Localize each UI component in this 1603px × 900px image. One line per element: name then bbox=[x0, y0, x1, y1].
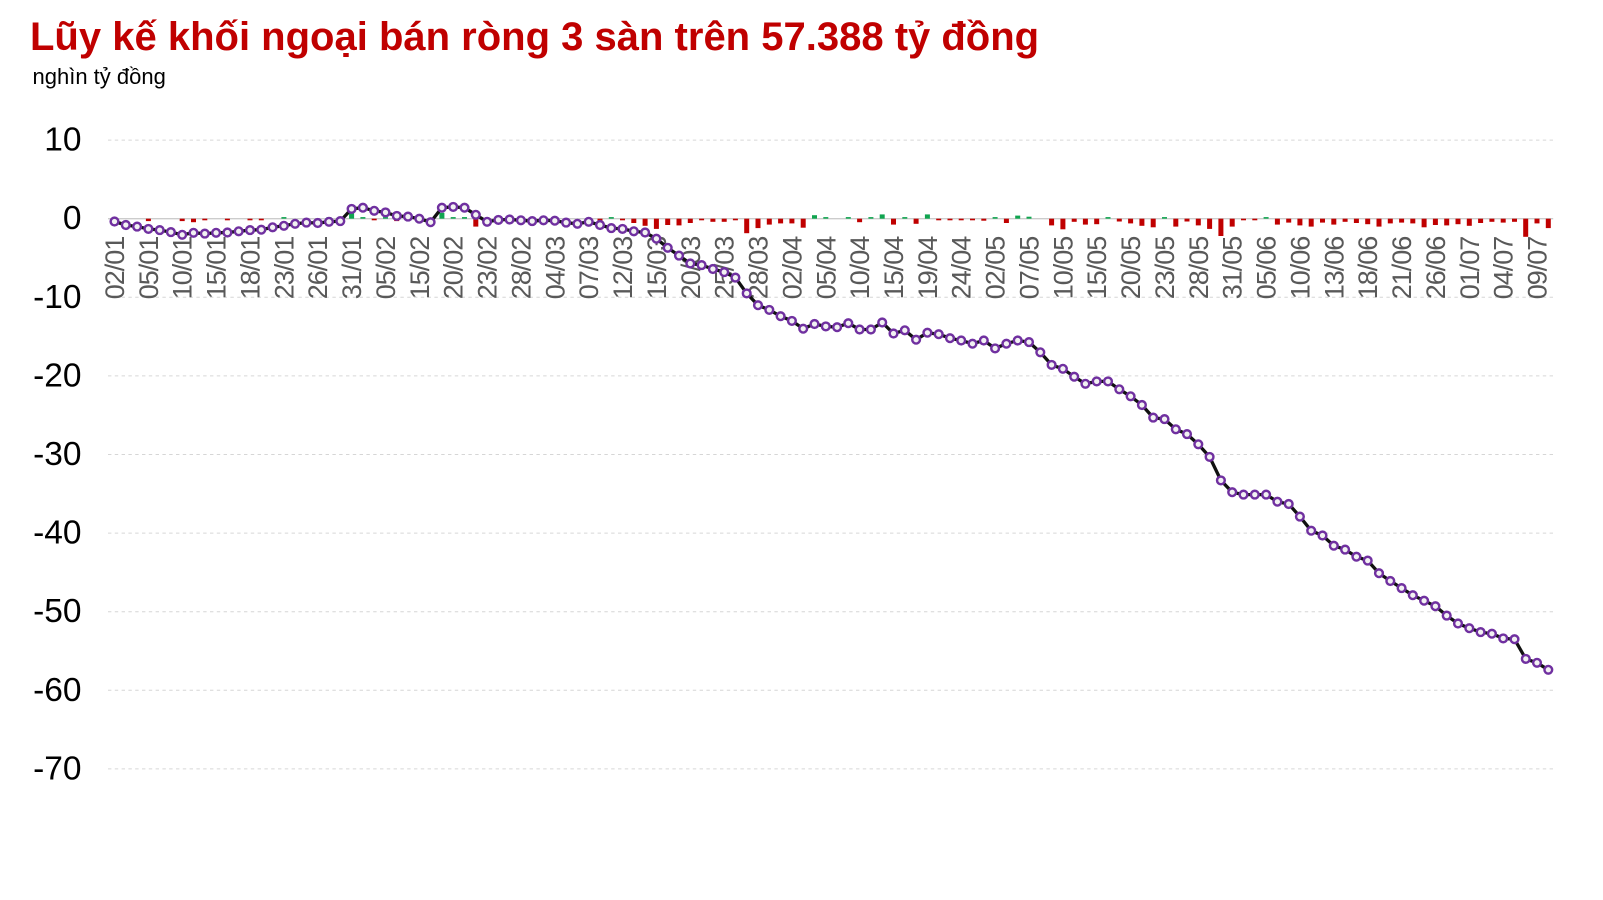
svg-text:0: 0 bbox=[63, 200, 82, 237]
svg-text:09/07: 09/07 bbox=[1523, 237, 1553, 300]
svg-text:10/01: 10/01 bbox=[168, 237, 198, 300]
svg-text:10/04: 10/04 bbox=[845, 236, 875, 300]
svg-text:20/02: 20/02 bbox=[439, 237, 469, 300]
svg-text:15/01: 15/01 bbox=[202, 237, 232, 300]
svg-text:nghìn tỷ đồng: nghìn tỷ đồng bbox=[33, 64, 166, 89]
svg-text:24/04: 24/04 bbox=[947, 236, 977, 300]
svg-text:18/01: 18/01 bbox=[236, 237, 266, 300]
svg-text:02/01: 02/01 bbox=[100, 237, 130, 300]
svg-text:15/02: 15/02 bbox=[405, 237, 435, 300]
svg-text:04/03: 04/03 bbox=[540, 237, 570, 300]
svg-text:02/04: 02/04 bbox=[777, 236, 807, 300]
svg-text:05/04: 05/04 bbox=[811, 236, 841, 300]
svg-text:26/06: 26/06 bbox=[1421, 237, 1451, 300]
svg-text:07/05: 07/05 bbox=[1015, 237, 1045, 300]
svg-text:10/05: 10/05 bbox=[1048, 237, 1078, 300]
svg-text:05/01: 05/01 bbox=[134, 237, 164, 300]
svg-text:Lũy kế khối ngoại bán ròng 3 s: Lũy kế khối ngoại bán ròng 3 sàn trên 57… bbox=[30, 15, 1039, 59]
svg-text:-40: -40 bbox=[33, 515, 81, 552]
svg-text:23/02: 23/02 bbox=[473, 237, 503, 300]
svg-text:05/02: 05/02 bbox=[371, 237, 401, 300]
svg-text:31/05: 31/05 bbox=[1218, 237, 1248, 300]
svg-text:05/06: 05/06 bbox=[1252, 237, 1282, 300]
svg-text:-70: -70 bbox=[33, 750, 81, 787]
svg-text:20/05: 20/05 bbox=[1116, 237, 1146, 300]
svg-text:10: 10 bbox=[44, 122, 81, 159]
svg-text:19/04: 19/04 bbox=[913, 236, 943, 300]
svg-text:-10: -10 bbox=[33, 279, 81, 316]
svg-text:-60: -60 bbox=[33, 672, 81, 709]
svg-text:04/07: 04/07 bbox=[1489, 237, 1519, 300]
svg-text:01/07: 01/07 bbox=[1455, 237, 1485, 300]
svg-text:07/03: 07/03 bbox=[574, 237, 604, 300]
svg-text:12/03: 12/03 bbox=[608, 237, 638, 300]
svg-text:15/04: 15/04 bbox=[879, 236, 909, 300]
svg-text:-20: -20 bbox=[33, 357, 81, 394]
svg-text:18/06: 18/06 bbox=[1353, 237, 1383, 300]
svg-text:28/02: 28/02 bbox=[506, 237, 536, 300]
svg-text:23/01: 23/01 bbox=[269, 237, 299, 300]
svg-text:13/06: 13/06 bbox=[1319, 237, 1349, 300]
svg-text:02/05: 02/05 bbox=[981, 237, 1011, 300]
svg-text:21/06: 21/06 bbox=[1387, 237, 1417, 300]
svg-text:31/01: 31/01 bbox=[337, 237, 367, 300]
svg-text:-30: -30 bbox=[33, 436, 81, 473]
svg-text:10/06: 10/06 bbox=[1285, 237, 1315, 300]
svg-text:15/05: 15/05 bbox=[1082, 237, 1112, 300]
svg-text:28/05: 28/05 bbox=[1184, 237, 1214, 300]
svg-text:-50: -50 bbox=[33, 593, 81, 630]
svg-text:26/01: 26/01 bbox=[303, 237, 333, 300]
svg-text:23/05: 23/05 bbox=[1150, 237, 1180, 300]
